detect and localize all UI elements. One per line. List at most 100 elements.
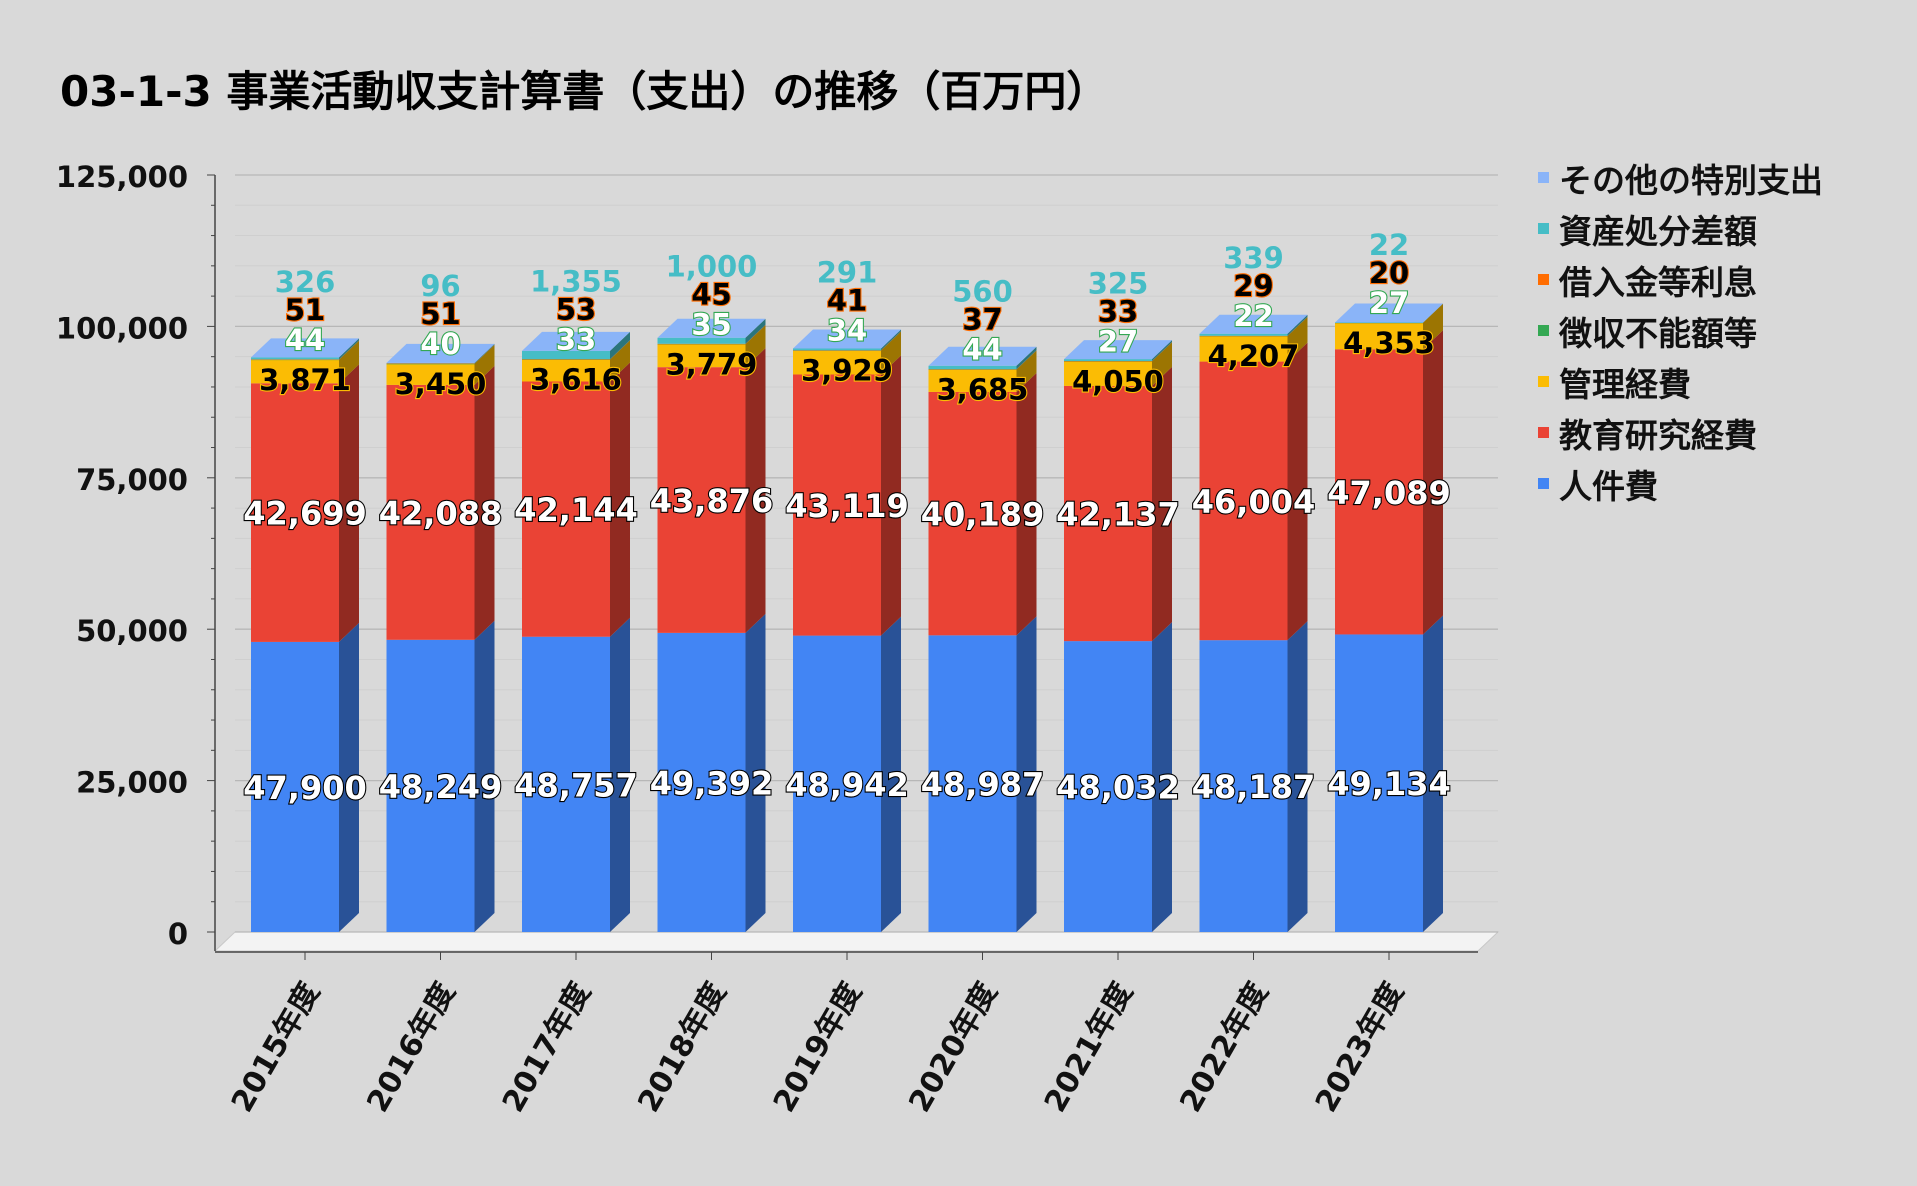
- bar-segment: [793, 374, 881, 636]
- bar-segment: [657, 367, 746, 633]
- bars: [251, 303, 1443, 932]
- bar-segment: [1335, 349, 1423, 635]
- legend-item: 管理経費: [1538, 356, 1823, 407]
- bar-segment: [251, 357, 339, 360]
- data-label: 33: [1098, 294, 1138, 328]
- bar-segment: [1335, 322, 1423, 350]
- bar-segment-side: [610, 617, 630, 932]
- bar-segment-side: [474, 345, 495, 385]
- x-tick-label: 2019年度: [767, 977, 869, 1119]
- bar-segment: [251, 359, 339, 361]
- bar-segment: [793, 635, 881, 932]
- bar-segment-side: [1287, 316, 1308, 337]
- data-label: 20: [1369, 256, 1409, 290]
- data-label: 51: [420, 297, 460, 331]
- bar-segment: [1064, 641, 1152, 932]
- bar-segment-side: [1016, 350, 1037, 392]
- data-label: 49,392: [650, 764, 773, 802]
- bar-segment-side: [881, 329, 901, 351]
- data-label: 339: [1223, 241, 1284, 275]
- legend-item: 徴収不能額等: [1538, 305, 1823, 356]
- bar-segment: [657, 632, 746, 932]
- data-label: 96: [420, 269, 460, 303]
- legend-swatch: [1538, 478, 1549, 489]
- bar-segment: [386, 384, 475, 640]
- data-label: 51: [285, 293, 325, 327]
- bar-segment-side: [1152, 342, 1172, 386]
- bar-segment: [1335, 322, 1423, 323]
- bar-segment-side: [1152, 622, 1172, 932]
- bar-top-face: [928, 346, 1037, 366]
- legend-swatch: [1538, 427, 1549, 438]
- bar-segment-side: [1016, 350, 1037, 370]
- bar-top-face: [251, 338, 359, 358]
- data-label: 48,757: [514, 766, 637, 804]
- bar-segment-side: [1287, 621, 1308, 932]
- data-label: 42,137: [1056, 496, 1179, 534]
- bar-segment-side: [610, 340, 630, 360]
- legend-item: 資産処分差額: [1538, 203, 1823, 254]
- bar-segment: [251, 641, 339, 932]
- bar-segment-side: [881, 616, 901, 932]
- data-label: 3,616: [530, 363, 622, 397]
- bar-segment-side: [745, 325, 766, 345]
- data-label: 291: [817, 256, 878, 290]
- bar-segment: [386, 363, 475, 364]
- data-label: 3,450: [395, 367, 487, 401]
- legend-label: 管理経費: [1559, 364, 1691, 404]
- bar-segment-side: [474, 344, 495, 365]
- bar-segment-side: [745, 324, 766, 345]
- data-label: 3,929: [801, 354, 893, 388]
- bar-segment-side: [881, 331, 901, 375]
- bar-segment-side: [474, 343, 495, 364]
- legend-label: 借入金等利息: [1559, 262, 1757, 302]
- bar-segment-side: [1423, 615, 1443, 932]
- bar-segment: [1199, 335, 1288, 337]
- data-label: 43,876: [650, 482, 773, 520]
- bar-segment-side: [1152, 342, 1172, 362]
- x-tick-label: 2015年度: [225, 977, 327, 1119]
- bar-segment: [386, 363, 475, 365]
- bar-top-face: [793, 329, 901, 349]
- x-tick-label: 2023年度: [1309, 977, 1411, 1119]
- data-label: 48,187: [1192, 768, 1315, 806]
- bar-segment-side: [881, 331, 901, 351]
- x-tick-label: 2017年度: [496, 977, 598, 1119]
- bar-segment-side: [339, 340, 359, 360]
- data-label: 4,207: [1208, 339, 1300, 373]
- y-tick-label: 100,000: [56, 311, 188, 345]
- bar-top-face: [1335, 303, 1443, 323]
- data-label: 22: [1233, 299, 1273, 333]
- x-tick-label: 2018年度: [631, 977, 733, 1119]
- bar-segment: [251, 359, 339, 384]
- bar-segment-side: [610, 362, 630, 637]
- bar-segment-side: [1287, 317, 1308, 362]
- bar-segment: [522, 350, 610, 360]
- data-label: 48,032: [1056, 769, 1179, 807]
- bar-segment: [657, 344, 746, 345]
- bar-segment: [657, 343, 746, 345]
- bar-segment-side: [1016, 350, 1037, 370]
- data-label: 27: [1098, 324, 1138, 358]
- data-label: 33: [556, 323, 596, 357]
- data-label: 42,144: [514, 491, 637, 529]
- bar-top-face: [1199, 314, 1308, 334]
- data-label: 3,779: [666, 347, 758, 381]
- bar-segment-side: [1016, 346, 1037, 370]
- bar-segment: [928, 369, 1017, 370]
- data-label: 42,088: [379, 494, 502, 532]
- bar-segment: [251, 383, 339, 642]
- bar-segment: [522, 359, 610, 382]
- bar-segment: [522, 636, 610, 932]
- bar-segment: [1064, 361, 1152, 362]
- bar-segment: [386, 639, 475, 932]
- data-label: 3,871: [259, 363, 351, 397]
- bar-top-face: [386, 343, 495, 363]
- bar-segment: [1199, 361, 1288, 641]
- data-label: 37: [962, 303, 1002, 337]
- y-tick-label: 125,000: [56, 160, 188, 194]
- bar-segment: [251, 359, 339, 360]
- bar-segment-side: [474, 365, 495, 640]
